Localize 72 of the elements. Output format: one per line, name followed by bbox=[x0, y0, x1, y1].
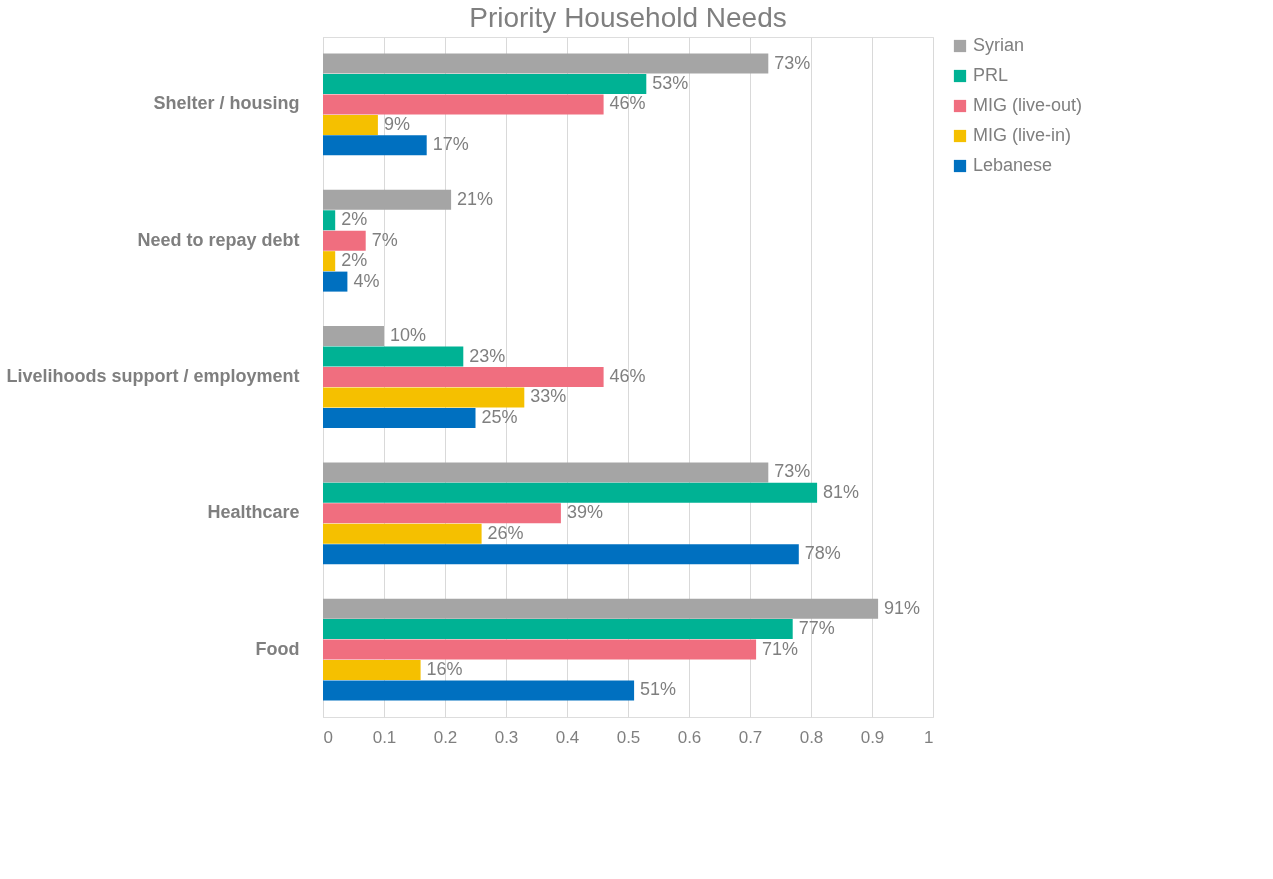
data-label: 25% bbox=[481, 406, 518, 427]
bar bbox=[323, 346, 464, 367]
y-tick-label: Food bbox=[255, 638, 300, 659]
data-label: 46% bbox=[609, 366, 646, 386]
chart-title: Priority Household Needs bbox=[469, 2, 787, 33]
bar bbox=[323, 598, 879, 619]
bar bbox=[323, 639, 757, 660]
data-label: 91% bbox=[884, 597, 921, 618]
x-tick-label: 0.2 bbox=[433, 727, 458, 747]
data-label: 33% bbox=[530, 386, 567, 407]
data-label: 16% bbox=[426, 658, 463, 679]
bar bbox=[323, 251, 336, 272]
x-tick-label: 0.6 bbox=[677, 727, 702, 747]
data-label: 9% bbox=[383, 113, 410, 134]
bar bbox=[323, 407, 476, 428]
bar bbox=[323, 189, 452, 210]
data-label: 2% bbox=[341, 250, 368, 271]
bar bbox=[323, 210, 336, 231]
data-label: 51% bbox=[640, 679, 677, 700]
data-label: 77% bbox=[798, 618, 835, 639]
bar bbox=[323, 114, 378, 135]
data-label: 4% bbox=[353, 270, 380, 291]
bar bbox=[323, 74, 647, 95]
x-tick-label: 0.7 bbox=[738, 727, 763, 747]
bar bbox=[323, 230, 366, 251]
x-tick-label: 0.1 bbox=[372, 727, 397, 747]
y-tick-label: Healthcare bbox=[207, 502, 300, 523]
bar bbox=[323, 53, 769, 74]
bar bbox=[323, 326, 384, 347]
x-tick-label: 0.8 bbox=[799, 727, 824, 747]
bar bbox=[323, 503, 561, 524]
bar bbox=[323, 523, 482, 544]
data-label: 46% bbox=[609, 93, 646, 114]
x-tick-label: 0.4 bbox=[555, 727, 580, 747]
x-tick-label: 0 bbox=[323, 727, 333, 747]
bar bbox=[323, 482, 818, 503]
data-label: 81% bbox=[823, 481, 860, 502]
y-tick-label: Need to repay debt bbox=[137, 229, 300, 250]
x-tick-label: 0.9 bbox=[860, 727, 885, 747]
legend-label: PRL bbox=[973, 65, 1009, 85]
data-label: 53% bbox=[652, 73, 689, 94]
data-label: 21% bbox=[457, 188, 494, 209]
bar bbox=[323, 94, 604, 115]
data-label: 2% bbox=[341, 209, 368, 230]
data-label: 10% bbox=[390, 325, 427, 346]
bar bbox=[323, 462, 769, 483]
bar bbox=[323, 680, 635, 701]
bar bbox=[323, 387, 525, 408]
bar bbox=[323, 544, 799, 565]
data-label: 71% bbox=[762, 638, 799, 659]
data-label: 7% bbox=[371, 229, 398, 250]
bar bbox=[323, 271, 348, 292]
bar bbox=[323, 619, 793, 640]
bar bbox=[323, 659, 421, 680]
y-tick-label: Livelihoods support / employment bbox=[6, 366, 300, 386]
bar bbox=[323, 135, 427, 156]
legend-label: Lebanese bbox=[973, 155, 1053, 175]
data-label: 73% bbox=[774, 461, 811, 482]
legend-label: Syrian bbox=[973, 35, 1025, 55]
data-label: 23% bbox=[469, 345, 506, 366]
data-label: 78% bbox=[804, 543, 841, 564]
legend-label: MIG (live-out) bbox=[973, 95, 1083, 115]
x-tick-label: 0.5 bbox=[616, 727, 641, 747]
data-label: 73% bbox=[774, 52, 811, 73]
data-label: 26% bbox=[487, 522, 524, 543]
data-label: 17% bbox=[432, 134, 469, 155]
bar bbox=[323, 367, 604, 387]
x-tick-label: 0.3 bbox=[494, 727, 519, 747]
x-tick-label: 1 bbox=[924, 727, 934, 747]
legend-label: MIG (live-in) bbox=[973, 125, 1071, 145]
data-label: 39% bbox=[566, 502, 603, 523]
y-tick-label: Shelter / housing bbox=[153, 93, 300, 114]
